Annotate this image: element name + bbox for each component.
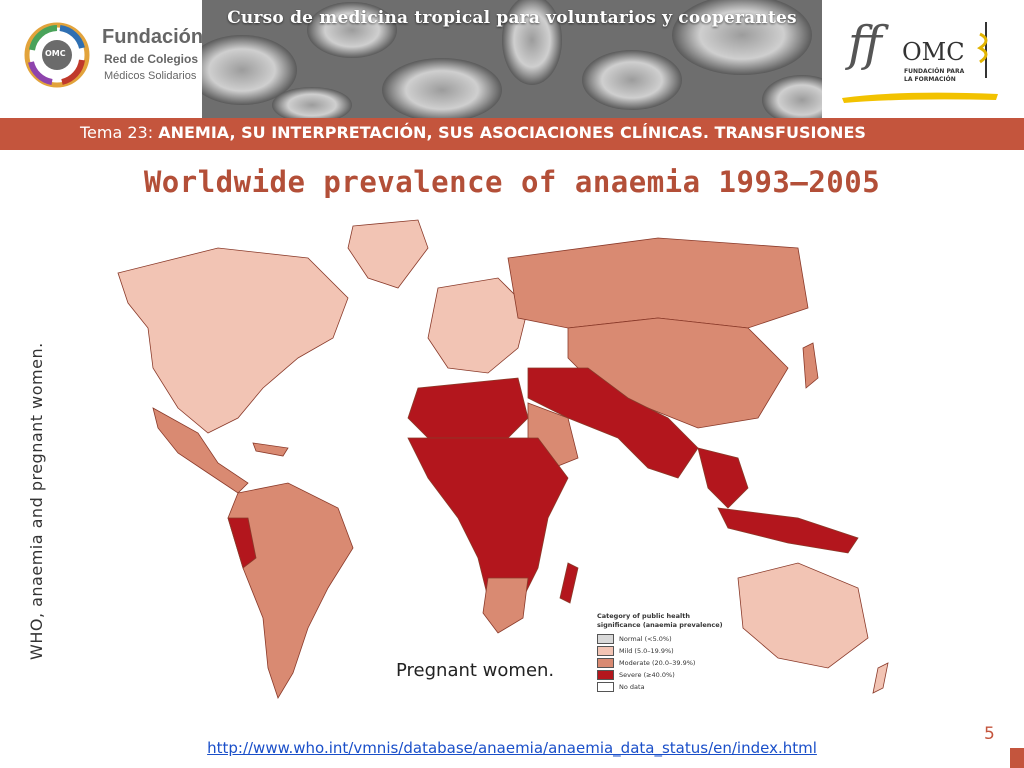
- topic-label: Tema 23:: [80, 123, 154, 142]
- topic-text: Tema 23: ANEMIA, SU INTERPRETACIÓN, SUS …: [80, 123, 866, 142]
- legend-label: No data: [619, 683, 645, 691]
- legend-item: Normal (<5.0%): [597, 634, 727, 644]
- map-caribbean: [252, 442, 289, 457]
- map-north-africa: [407, 377, 529, 439]
- legend-title-line1: Category of public health: [597, 612, 690, 620]
- fundacion-line1: Fundación: [102, 26, 204, 48]
- map-new-zealand: [872, 662, 889, 694]
- source-side-text: WHO, anaemia and pregnant women.: [27, 342, 46, 660]
- page-corner-tab: [1010, 748, 1024, 768]
- legend-item: Mild (5.0–19.9%): [597, 646, 727, 656]
- map-madagascar: [559, 562, 579, 604]
- page-number: 5: [984, 724, 995, 744]
- map-australia: [737, 562, 869, 669]
- header: OMC Fundación Red de Colegios Médicos So…: [0, 0, 1024, 118]
- map-russia: [507, 237, 809, 329]
- course-banner: Curso de medicina tropical para voluntar…: [202, 0, 822, 118]
- fundacion-line2: Red de Colegios: [104, 52, 199, 66]
- map-north-america: [117, 247, 349, 434]
- legend-item: Moderate (20.0–39.9%): [597, 658, 727, 668]
- legend-label: Severe (≥40.0%): [619, 671, 675, 679]
- ffomc-line1: FUNDACIÓN PARA: [904, 68, 965, 75]
- ffomc-line2: LA FORMACIÓN: [904, 76, 956, 83]
- legend-label: Normal (<5.0%): [619, 635, 672, 643]
- blood-cells-image: [202, 0, 822, 118]
- map-caption: Pregnant women.: [396, 660, 555, 681]
- map-southern-africa: [482, 577, 529, 634]
- legend-swatch-no-data: [597, 682, 614, 692]
- legend-item: Severe (≥40.0%): [597, 670, 727, 680]
- source-url-link[interactable]: http://www.who.int/vmnis/database/anaemi…: [207, 739, 817, 757]
- ffomc-mark: ff: [848, 16, 883, 72]
- legend-swatch-moderate: [597, 658, 614, 668]
- fundacion-emblem-icon: [24, 22, 90, 88]
- map-south-america: [227, 482, 354, 699]
- map-indonesia: [717, 507, 859, 554]
- map-japan: [802, 342, 819, 389]
- banner-title: Curso de medicina tropical para voluntar…: [227, 8, 797, 28]
- legend-title-line2: significance (anaemia prevalence): [597, 621, 723, 629]
- legend-title: Category of public health significance (…: [597, 612, 727, 630]
- caduceus-icon: [977, 22, 988, 78]
- map-south-asia: [527, 367, 699, 479]
- topic-title: ANEMIA, SU INTERPRETACIÓN, SUS ASOCIACIO…: [158, 123, 866, 142]
- fundacion-logo: OMC Fundación Red de Colegios Médicos So…: [22, 18, 204, 98]
- ffomc-logo: ff OMC FUNDACIÓN PARA LA FORMACIÓN: [840, 14, 1010, 106]
- map-greenland: [347, 219, 429, 289]
- slide-title: Worldwide prevalence of anaemia 1993–200…: [143, 165, 881, 199]
- map-peru: [227, 517, 257, 569]
- legend-item: No data: [597, 682, 727, 692]
- topic-bar: Tema 23: ANEMIA, SU INTERPRETACIÓN, SUS …: [0, 118, 1024, 150]
- map-legend: Category of public health significance (…: [597, 612, 727, 694]
- ffomc-name: OMC: [902, 38, 965, 66]
- map-se-asia: [697, 447, 749, 509]
- legend-label: Mild (5.0–19.9%): [619, 647, 674, 655]
- map-europe: [427, 277, 529, 374]
- ffomc-underline-icon: [842, 92, 998, 103]
- legend-swatch-mild: [597, 646, 614, 656]
- legend-label: Moderate (20.0–39.9%): [619, 659, 696, 667]
- legend-swatch-severe: [597, 670, 614, 680]
- world-anaemia-map: [117, 219, 889, 699]
- legend-swatch-normal: [597, 634, 614, 644]
- fundacion-badge: OMC: [45, 49, 66, 58]
- fundacion-line3: Médicos Solidarios: [104, 70, 197, 82]
